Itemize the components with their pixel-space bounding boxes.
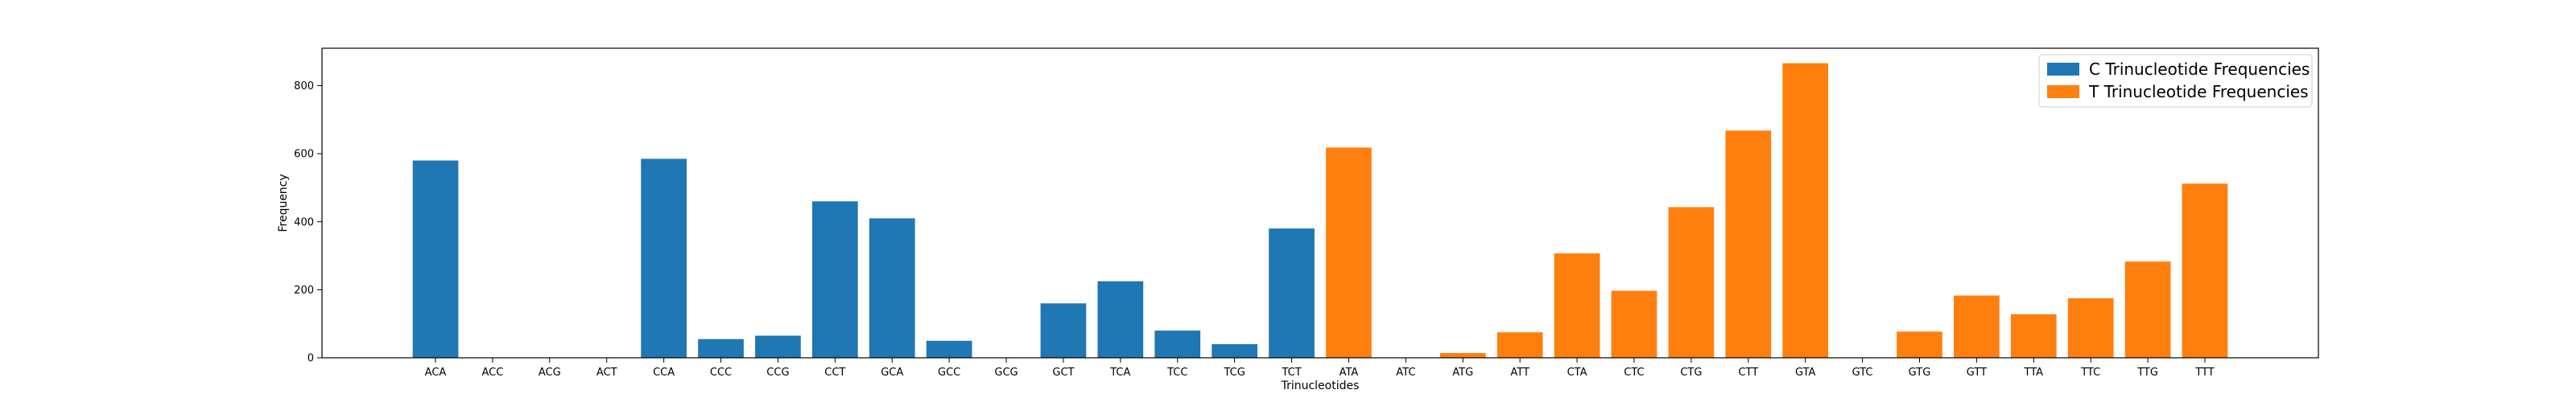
x-tick-label: ATA [1340, 367, 1359, 379]
x-tick-label: TTG [2136, 367, 2158, 379]
x-tick-label: CTG [1680, 367, 1702, 379]
bar-ctg [1668, 207, 1715, 358]
y-tick-label: 600 [294, 149, 314, 161]
bar-att [1496, 332, 1543, 358]
x-tick-label: CCG [766, 367, 789, 379]
bar-ctc [1611, 290, 1657, 358]
x-tick-label: ATT [1510, 367, 1530, 379]
x-tick-label: ATG [1452, 367, 1473, 379]
bar-tca [1097, 281, 1144, 358]
x-tick-label: GTT [1967, 367, 1987, 379]
x-axis-label: Trinucleotides [1281, 379, 1360, 392]
x-tick-label: TCA [1109, 367, 1130, 379]
x-tick-label: TCT [1281, 367, 1301, 379]
x-axis: ACA ACC ACG ACT CCA CCC CCG CCT GCA GCC GCG GCT TCA T… [425, 358, 2215, 379]
x-tick-label: ATC [1396, 367, 1415, 379]
bar-ttt [2182, 183, 2228, 358]
bar-gcc [926, 340, 972, 358]
x-tick-label: ACC [481, 367, 503, 379]
x-tick-label: GCC [938, 367, 960, 379]
bar-tcc [1154, 330, 1201, 358]
x-tick-label: CCC [710, 367, 732, 379]
x-tick-label: GTG [1909, 367, 1931, 379]
x-tick-label: TCC [1166, 367, 1187, 379]
x-tick-label: ACG [539, 367, 561, 379]
x-tick-label: CCT [824, 367, 845, 379]
legend-swatch-c [2047, 63, 2079, 76]
x-tick-label: GCG [994, 367, 1018, 379]
x-tick-label: TCG [1223, 367, 1245, 379]
legend-label-t: T Trinucleotide Frequencies [2088, 82, 2309, 101]
bar-aca [412, 160, 459, 358]
bar-ata [1326, 147, 1372, 359]
bar-ctt [1725, 130, 1772, 358]
bar-tct [1269, 228, 1315, 358]
bar-gca [869, 218, 915, 358]
y-tick-label: 200 [294, 285, 314, 297]
bar-tcg [1212, 344, 1258, 358]
x-tick-label: ACA [425, 367, 447, 379]
bars-layer [412, 63, 2228, 359]
y-tick-label: 0 [308, 353, 314, 365]
x-tick-label: TTT [2194, 367, 2214, 379]
bar-cca [641, 158, 687, 358]
x-tick-label: GTA [1795, 367, 1816, 379]
bar-ttc [2067, 297, 2114, 358]
x-tick-label: CCA [653, 367, 675, 379]
y-axis: 0 200 400 600 800 [294, 80, 322, 365]
x-tick-label: TTC [2080, 367, 2100, 379]
legend-label-c: C Trinucleotide Frequencies [2089, 59, 2310, 79]
y-axis-label: Frequency [277, 174, 290, 232]
bar-gtg [1897, 331, 1942, 358]
bar-gtt [1954, 295, 2000, 358]
bar-tta [2010, 314, 2057, 358]
bar-gta [1782, 63, 1829, 358]
y-tick-label: 800 [294, 80, 314, 92]
y-tick-label: 400 [294, 216, 314, 228]
bar-ttg [2124, 261, 2171, 358]
x-tick-label: CTC [1624, 367, 1644, 379]
plot-frame [321, 47, 2319, 359]
x-tick-label: ACT [597, 367, 617, 379]
bar-ccc [698, 338, 744, 358]
legend: C Trinucleotide Frequencies T Trinucleot… [2038, 54, 2313, 108]
bar-atg [1439, 353, 1486, 358]
x-tick-label: TTA [2024, 367, 2044, 379]
legend-box [2038, 54, 2313, 108]
bar-gct [1040, 303, 1087, 358]
bar-cct [811, 201, 858, 358]
x-tick-label: CTA [1567, 367, 1587, 379]
x-tick-label: GTC [1852, 367, 1873, 379]
x-tick-label: CTT [1738, 367, 1758, 379]
x-tick-label: GCT [1052, 367, 1074, 379]
bar-ccg [755, 335, 801, 358]
x-tick-label: GCA [881, 367, 903, 379]
bar-cta [1554, 253, 1600, 358]
legend-swatch-t [2047, 85, 2079, 98]
